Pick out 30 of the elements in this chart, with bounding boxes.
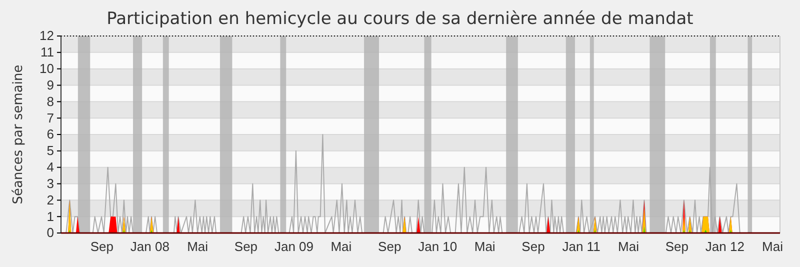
x-tick-label: Jan 08 [130,239,170,254]
chart-title: Participation en hemicycle au cours de sa dernière année de mandat [106,9,694,29]
y-tick-label: 8 [46,94,54,109]
y-tick-label: 11 [40,44,54,60]
y-axis-title: Séances par semaine [11,64,26,204]
x-tick-label: Jan 09 [274,239,314,254]
x-tick-label: Sep [378,239,402,254]
x-tick-label: Mai [474,239,496,254]
x-tick-label: Mai [187,239,208,254]
x-tick-label: Mai [762,239,784,254]
y-tick-label: 2 [46,192,54,208]
y-tick-label: 4 [46,159,54,174]
y-tick-label: 9 [46,77,54,92]
x-tick-label: Mai [618,239,640,254]
x-tick-label: Mai [330,239,352,254]
x-tick-label: Sep [90,239,114,254]
y-tick-label: 6 [46,126,54,142]
x-tick-label: Jan 10 [418,239,458,254]
y-tick-label: 1 [46,208,54,224]
y-tick-label: 12 [40,28,54,44]
y-tick-label: 0 [46,225,54,240]
x-tick-label: Jan 11 [562,239,600,254]
x-tick-label: Sep [234,239,258,254]
y-tick-label: 7 [46,110,54,126]
x-tick-label: Sep [665,239,688,254]
y-tick-label: 10 [40,60,54,76]
y-tick-label: 5 [46,143,54,158]
x-tick-label: Sep [522,239,545,254]
x-tick-label: Jan 12 [705,239,744,254]
y-tick-label: 3 [46,176,54,191]
